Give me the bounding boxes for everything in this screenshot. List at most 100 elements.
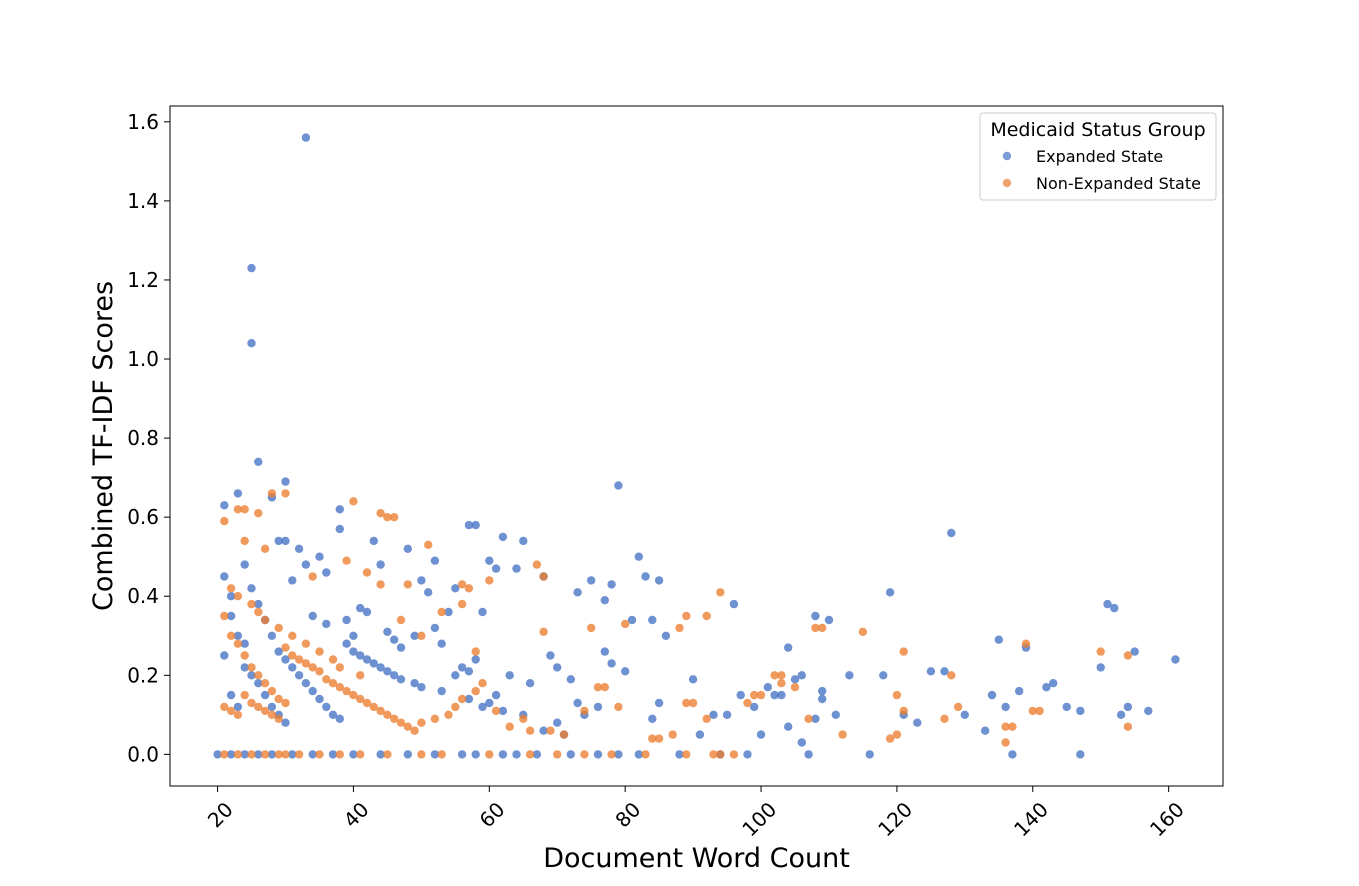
scatter-point-non-expanded	[403, 722, 412, 731]
scatter-point-expanded	[688, 675, 698, 684]
scatter-point-non-expanded	[220, 702, 229, 712]
scatter-point-non-expanded	[457, 580, 467, 589]
scatter-point-non-expanded	[593, 683, 603, 692]
scatter-point-expanded	[308, 686, 317, 696]
scatter-point-expanded	[267, 750, 277, 759]
scatter-point-non-expanded	[491, 706, 501, 716]
scatter-point-expanded	[566, 750, 575, 759]
scatter-point-non-expanded	[892, 690, 902, 700]
scatter-point-non-expanded	[260, 750, 270, 759]
scatter-point-expanded	[553, 718, 562, 727]
scatter-point-expanded	[981, 726, 990, 735]
scatter-point-expanded	[369, 659, 378, 668]
scatter-point-expanded	[335, 505, 344, 514]
scatter-point-expanded	[356, 651, 365, 660]
scatter-point-expanded	[240, 560, 249, 569]
scatter-point-expanded	[471, 655, 480, 664]
scatter-point-expanded	[722, 710, 732, 719]
scatter-point-expanded	[383, 667, 392, 676]
scatter-point-non-expanded	[226, 631, 236, 640]
scatter-point-expanded	[247, 339, 256, 348]
scatter-point-expanded	[349, 750, 358, 759]
legend-marker	[1002, 151, 1012, 161]
scatter-point-expanded	[274, 536, 283, 546]
scatter-point-non-expanded	[254, 702, 263, 712]
scatter-point-expanded	[471, 520, 480, 530]
scatter-point-non-expanded	[478, 679, 487, 688]
scatter-point-non-expanded	[682, 698, 691, 708]
scatter-point-expanded	[1015, 686, 1024, 696]
y-tick-label: 0.2	[127, 663, 159, 687]
scatter-point-non-expanded	[247, 750, 256, 759]
scatter-point-non-expanded	[607, 750, 616, 759]
y-tick-label: 1.2	[127, 268, 159, 292]
scatter-point-non-expanded	[437, 607, 446, 617]
scatter-point-expanded	[729, 599, 739, 609]
scatter-point-non-expanded	[743, 698, 752, 708]
scatter-point-non-expanded	[356, 671, 365, 680]
scatter-point-expanded	[288, 576, 297, 585]
scatter-point-non-expanded	[369, 702, 378, 712]
scatter-point-non-expanded	[600, 683, 609, 692]
scatter-point-expanded	[417, 576, 426, 585]
scatter-point-non-expanded	[376, 706, 385, 716]
scatter-point-non-expanded	[885, 734, 895, 743]
scatter-point-non-expanded	[308, 663, 317, 672]
scatter-point-expanded	[322, 702, 331, 712]
scatter-point-non-expanded	[641, 750, 650, 759]
scatter-point-non-expanded	[539, 572, 548, 581]
scatter-point-expanded	[607, 580, 616, 589]
scatter-point-non-expanded	[750, 690, 759, 700]
scatter-point-expanded	[247, 263, 256, 273]
scatter-point-non-expanded	[308, 572, 317, 581]
scatter-point-expanded	[322, 568, 331, 577]
scatter-point-non-expanded	[899, 706, 908, 716]
scatter-point-expanded	[247, 584, 256, 593]
scatter-point-expanded	[648, 714, 657, 723]
scatter-point-non-expanded	[525, 750, 535, 759]
scatter-point-non-expanded	[485, 576, 494, 585]
scatter-point-expanded	[281, 655, 290, 664]
plot-frame	[169, 105, 1224, 787]
scatter-point-expanded	[464, 667, 474, 676]
legend-entry-label: Expanded State	[1036, 147, 1163, 166]
x-axis-label: Document Word Count	[543, 843, 850, 874]
scatter-point-expanded	[335, 524, 344, 534]
scatter-point-non-expanded	[729, 750, 739, 759]
scatter-point-non-expanded	[288, 651, 297, 660]
scatter-point-non-expanded	[770, 671, 779, 680]
scatter-point-expanded	[1116, 710, 1126, 719]
scatter-point-expanded	[322, 619, 331, 629]
scatter-point-expanded	[315, 552, 324, 561]
scatter-point-non-expanded	[267, 710, 277, 719]
scatter-point-non-expanded	[940, 714, 949, 723]
scatter-point-non-expanded	[485, 750, 494, 759]
scatter-point-non-expanded	[1123, 722, 1133, 731]
scatter-point-non-expanded	[580, 750, 589, 759]
scatter-point-expanded	[342, 639, 351, 648]
scatter-point-non-expanded	[274, 623, 283, 633]
scatter-point-non-expanded	[294, 750, 304, 759]
scatter-point-non-expanded	[274, 694, 283, 704]
scatter-point-non-expanded	[688, 698, 698, 708]
scatter-point-expanded	[947, 528, 956, 538]
scatter-point-non-expanded	[233, 505, 243, 514]
scatter-point-expanded	[926, 667, 936, 676]
scatter-point-expanded	[654, 698, 664, 708]
scatter-point-expanded	[1144, 706, 1153, 716]
scatter-point-expanded	[1076, 750, 1085, 759]
scatter-point-non-expanded	[709, 750, 718, 759]
scatter-point-expanded	[376, 560, 385, 569]
scatter-point-expanded	[410, 631, 419, 640]
scatter-point-non-expanded	[220, 611, 229, 621]
scatter-point-non-expanded	[675, 623, 684, 633]
scatter-point-expanded	[790, 675, 800, 684]
scatter-point-expanded	[1001, 702, 1010, 712]
scatter-point-expanded	[369, 536, 378, 546]
scatter-point-expanded	[641, 572, 650, 581]
scatter-point-expanded	[376, 663, 385, 672]
scatter-point-expanded	[573, 588, 582, 597]
scatter-point-expanded	[1123, 702, 1133, 712]
scatter-point-non-expanded	[383, 513, 392, 522]
scatter-point-expanded	[254, 679, 263, 688]
